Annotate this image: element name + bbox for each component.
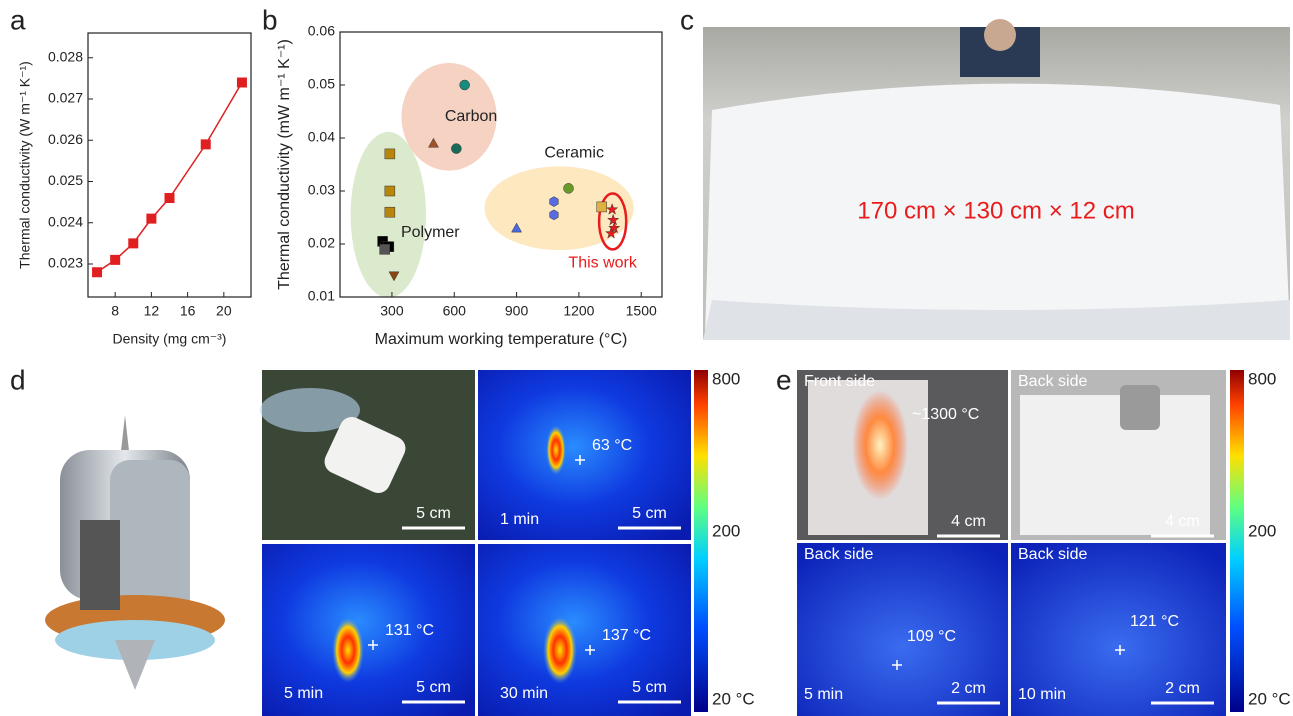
y-tick-label: 0.023 bbox=[48, 255, 83, 271]
point bbox=[128, 238, 138, 248]
point bbox=[92, 267, 102, 277]
panel-label: e bbox=[776, 364, 792, 395]
side-label: Back side bbox=[1018, 546, 1087, 563]
point bbox=[146, 214, 156, 224]
point bbox=[385, 149, 395, 159]
time-label: 5 min bbox=[284, 685, 323, 702]
hot-spot bbox=[546, 425, 566, 475]
hot-spot bbox=[543, 616, 577, 684]
side-label: Front side bbox=[804, 373, 875, 390]
y-axis-label: Thermal conductivity (mW m⁻¹ K⁻¹) bbox=[276, 39, 293, 290]
time-label: 5 min bbox=[804, 686, 843, 703]
x-tick-label: 8 bbox=[111, 303, 119, 319]
y-tick-label: 0.03 bbox=[308, 182, 335, 198]
point bbox=[201, 139, 211, 149]
x-tick-label: 12 bbox=[144, 303, 160, 319]
y-tick-label: 0.05 bbox=[308, 76, 335, 92]
panel-label: d bbox=[10, 364, 26, 395]
chart: 0.023 0.024 0.025 0.026 0.027 0.028 8 12 16 20 Den… bbox=[17, 33, 251, 347]
side-label: Back side bbox=[804, 546, 873, 563]
x-tick-label: 600 bbox=[443, 303, 467, 319]
point bbox=[597, 202, 607, 212]
y-tick-label: 0.027 bbox=[48, 90, 83, 106]
side-label: Back side bbox=[1018, 373, 1087, 390]
colorbar-label: 20 °C bbox=[1248, 689, 1291, 708]
colorbar-label: 200 bbox=[712, 521, 740, 540]
scale-label: 5 cm bbox=[632, 505, 667, 522]
x-axis-label: Density (mg cm⁻³) bbox=[113, 331, 227, 347]
y-tick-label: 0.01 bbox=[308, 288, 335, 304]
colorbar-label: 20 °C bbox=[712, 689, 755, 708]
panel-label: a bbox=[10, 4, 26, 35]
x-tick-label: 300 bbox=[380, 303, 404, 319]
region-label: Ceramic bbox=[544, 144, 604, 161]
flame bbox=[852, 390, 908, 500]
point bbox=[550, 210, 559, 220]
y-tick-label: 0.028 bbox=[48, 48, 83, 64]
hot-spot bbox=[332, 617, 364, 683]
x-axis-label: Maximum working temperature (°C) bbox=[375, 331, 628, 348]
temperature-label: 131 °C bbox=[385, 622, 434, 639]
colorbar bbox=[694, 370, 708, 712]
scale-label: 4 cm bbox=[1165, 513, 1200, 530]
scale-label: 4 cm bbox=[951, 513, 986, 530]
point bbox=[451, 144, 461, 154]
panel-label: b bbox=[262, 4, 278, 35]
point bbox=[110, 255, 120, 265]
scale-label: 2 cm bbox=[951, 680, 986, 697]
region-label: Polymer bbox=[401, 224, 460, 241]
point bbox=[564, 183, 574, 193]
x-tick-label: 16 bbox=[180, 303, 196, 319]
time-label: 10 min bbox=[1018, 686, 1066, 703]
photo-c bbox=[703, 19, 1290, 340]
torch bbox=[1120, 385, 1160, 430]
temperature-label: 109 °C bbox=[907, 628, 956, 645]
y-tick-label: 0.025 bbox=[48, 172, 83, 188]
colorbar-label: 200 bbox=[1248, 521, 1276, 540]
point bbox=[550, 197, 559, 207]
x-tick-label: 1500 bbox=[626, 303, 657, 319]
region-label: Carbon bbox=[445, 108, 497, 125]
line bbox=[97, 83, 242, 273]
engine-illustration bbox=[45, 415, 225, 690]
region-label: This work bbox=[568, 255, 637, 272]
chart: Carbon Polymer Ceramic This work 0.01 0.02 0.0… bbox=[276, 23, 662, 349]
scale-label: 2 cm bbox=[1165, 680, 1200, 697]
time-label: 1 min bbox=[500, 511, 539, 528]
y-tick-label: 0.026 bbox=[48, 131, 83, 147]
y-tick-label: 0.02 bbox=[308, 235, 335, 251]
time-label: 30 min bbox=[500, 685, 548, 702]
panel-label: c bbox=[680, 4, 694, 35]
point bbox=[385, 207, 395, 217]
y-tick-label: 0.06 bbox=[308, 23, 335, 39]
scale-label: 5 cm bbox=[632, 679, 667, 696]
photo-caption: 170 cm × 130 cm × 12 cm bbox=[857, 197, 1134, 224]
colorbar-label: 800 bbox=[1248, 369, 1276, 388]
point bbox=[237, 78, 247, 88]
point bbox=[460, 80, 470, 90]
figure: a b c d e 0.023 0.024 0.025 0.026 0.027 0.028 8 12 16… bbox=[0, 0, 1293, 716]
x-tick-label: 20 bbox=[216, 303, 232, 319]
colorbar bbox=[1230, 370, 1244, 712]
scale-label: 5 cm bbox=[416, 505, 451, 522]
y-tick-label: 0.024 bbox=[48, 213, 83, 229]
temperature-label: 121 °C bbox=[1130, 613, 1179, 630]
point bbox=[385, 186, 395, 196]
y-tick-label: 0.04 bbox=[308, 129, 335, 145]
x-tick-label: 1200 bbox=[563, 303, 594, 319]
point bbox=[380, 244, 390, 254]
temperature-label: 137 °C bbox=[602, 627, 651, 644]
temperature-label: 63 °C bbox=[592, 437, 632, 454]
x-tick-label: 900 bbox=[505, 303, 529, 319]
point bbox=[165, 193, 175, 203]
temperature-label: ~1300 °C bbox=[912, 406, 979, 423]
scale-label: 5 cm bbox=[416, 679, 451, 696]
y-axis-label: Thermal conductivity (W m⁻¹ K⁻¹) bbox=[17, 61, 33, 269]
colorbar-label: 800 bbox=[712, 369, 740, 388]
